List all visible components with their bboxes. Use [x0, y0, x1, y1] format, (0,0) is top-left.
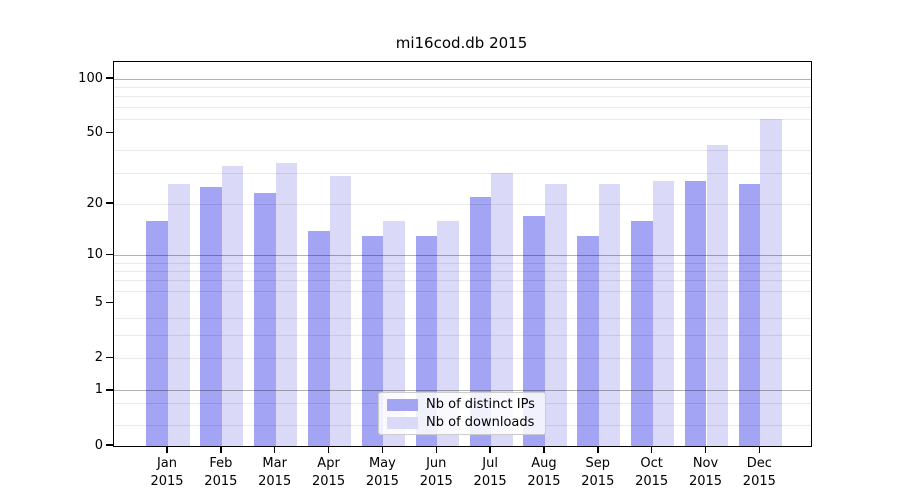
bar-ips-jul — [469, 196, 492, 446]
gridline-1 — [114, 390, 811, 392]
bar-ips-jan — [146, 220, 168, 446]
x-tick-mark-dec — [758, 446, 761, 453]
x-tick-mark-sep — [597, 446, 599, 453]
gridline-4 — [114, 317, 811, 319]
gridline-6 — [114, 290, 811, 292]
y-tick-label-5: 5 — [94, 295, 103, 311]
bar-downloads-dec — [760, 119, 782, 446]
x-tick-label-oct: Oct 2015 — [635, 456, 669, 489]
x-tick-label-apr: Apr 2015 — [312, 456, 346, 489]
bar-ips-dec — [738, 184, 761, 446]
x-tick-label-aug: Aug 2015 — [527, 456, 561, 489]
x-tick-mark-jun — [435, 446, 437, 453]
y-tick-mark-2 — [106, 356, 113, 359]
x-tick-mark-feb — [220, 446, 222, 453]
y-tick-label-2: 2 — [94, 350, 103, 366]
gridline-70 — [114, 106, 811, 108]
bar-ips-may — [361, 236, 384, 446]
legend-item-distinct-ips: Nb of distinct IPs — [379, 397, 545, 412]
x-tick-mark-apr — [327, 446, 330, 453]
x-tick-mark-jan — [166, 446, 168, 453]
y-tick-mark-1 — [106, 389, 113, 391]
gridline-10 — [114, 254, 811, 256]
legend-label-downloads: Nb of downloads — [426, 415, 535, 430]
x-tick-label-jan: Jan 2015 — [150, 456, 184, 489]
bar-downloads-sep — [598, 184, 621, 446]
y-tick-mark-5 — [106, 301, 113, 304]
y-tick-mark-0 — [106, 444, 113, 446]
gridline-8 — [114, 270, 811, 272]
bar-ips-nov — [684, 181, 707, 446]
y-tick-label-50: 50 — [86, 125, 103, 140]
gridline-30 — [114, 172, 811, 174]
x-tick-label-may: May 2015 — [365, 456, 399, 489]
gridline-2 — [114, 358, 811, 360]
y-tick-label-1: 1 — [94, 382, 103, 398]
x-tick-mark-oct — [650, 446, 653, 453]
y-tick-mark-20 — [106, 202, 113, 204]
bar-downloads-aug — [544, 184, 567, 446]
bar-downloads-feb — [221, 165, 244, 446]
bar-downloads-apr — [329, 175, 352, 446]
chart-title: mi16cod.db 2015 — [395, 34, 528, 52]
x-tick-mark-jul — [489, 446, 491, 453]
gridline-3 — [114, 335, 811, 337]
legend-label-distinct-ips: Nb of distinct IPs — [426, 397, 535, 412]
bar-downloads-jan — [168, 184, 190, 446]
bar-ips-sep — [577, 236, 599, 446]
gridline-80 — [114, 96, 811, 98]
bar-ips-feb — [200, 187, 222, 446]
x-tick-label-jul: Jul 2015 — [473, 456, 507, 489]
x-tick-mark-nov — [704, 446, 707, 453]
x-tick-mark-aug — [543, 446, 545, 453]
y-tick-label-20: 20 — [86, 195, 103, 211]
y-tick-mark-10 — [106, 253, 113, 256]
y-tick-label-0: 0 — [94, 437, 103, 453]
gridline-7 — [114, 280, 811, 282]
bar-ips-aug — [523, 216, 545, 446]
x-tick-label-mar: Mar 2015 — [258, 456, 292, 489]
gridline-20 — [114, 203, 811, 205]
y-tick-mark-50 — [106, 131, 113, 134]
gridline-60 — [114, 118, 811, 120]
bar-downloads-may — [383, 220, 405, 446]
bar-downloads-oct — [652, 181, 675, 446]
bar-downloads-jul — [491, 173, 513, 446]
bar-downloads-jun — [437, 220, 459, 446]
bar-downloads-nov — [706, 145, 729, 446]
legend-swatch-downloads-icon — [387, 416, 418, 429]
legend-item-downloads: Nb of downloads — [379, 415, 545, 430]
x-tick-label-sep: Sep 2015 — [581, 456, 615, 489]
bar-ips-mar — [254, 193, 276, 446]
x-tick-label-dec: Dec 2015 — [742, 456, 776, 489]
legend-swatch-distinct-ips-icon — [387, 398, 418, 411]
legend: Nb of distinct IPs Nb of downloads — [378, 392, 546, 435]
x-tick-mark-may — [381, 446, 384, 453]
gridline-90 — [114, 86, 811, 88]
gridline-100 — [114, 78, 811, 80]
x-tick-mark-mar — [273, 446, 276, 453]
bar-ips-oct — [631, 220, 653, 446]
x-tick-label-nov: Nov 2015 — [688, 456, 723, 489]
bar-downloads-mar — [275, 163, 298, 446]
plot-area: Nb of distinct IPs Nb of downloads — [113, 61, 812, 447]
gridline-9 — [114, 262, 811, 264]
x-tick-label-jun: Jun 2015 — [419, 456, 453, 489]
y-tick-mark-100 — [106, 77, 113, 79]
gridline-40 — [114, 150, 811, 152]
y-tick-label-100: 100 — [78, 70, 103, 86]
bar-ips-apr — [307, 230, 330, 446]
x-tick-label-feb: Feb 2015 — [204, 456, 238, 489]
y-tick-label-10: 10 — [86, 246, 103, 262]
